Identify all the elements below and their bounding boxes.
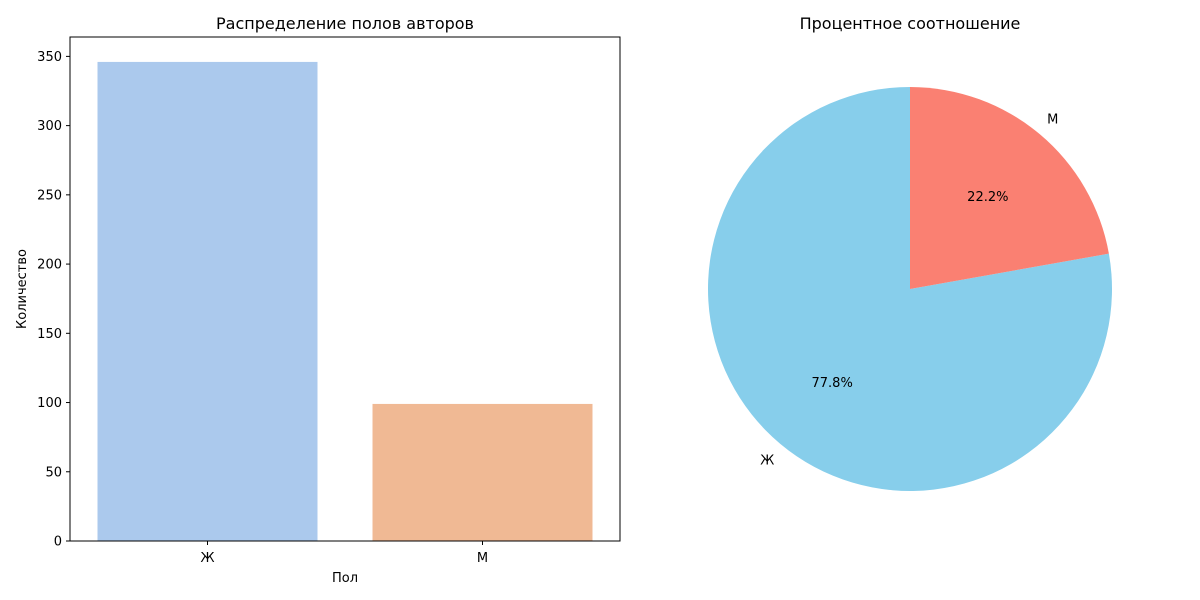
bar-male	[372, 403, 593, 541]
pie-slice-label: Ж	[760, 453, 774, 468]
bar-chart-title: Распределение полов авторов	[216, 14, 474, 33]
pie-percent-label: 22.2%	[967, 190, 1008, 205]
pie-chart-title: Процентное соотношение	[800, 14, 1021, 33]
pie-chart: Процентное соотношение Ж 77.8% М 22.2%	[707, 14, 1112, 491]
bar-y-axis-label: Количество	[15, 249, 30, 329]
pie-slice-label: М	[1047, 113, 1058, 128]
pie-slice-female	[707, 87, 1112, 491]
y-tick-label: 50	[45, 465, 62, 480]
pie-labels: Ж 77.8% М 22.2%	[760, 113, 1058, 469]
bar-x-axis-label: Пол	[332, 571, 358, 586]
y-tick-label: 0	[54, 535, 62, 550]
x-tick-label: М	[477, 551, 488, 566]
y-tick-label: 300	[37, 119, 62, 134]
bar-bars	[97, 61, 593, 542]
pie-slice-male	[910, 86, 1109, 289]
y-tick-label: 100	[37, 396, 62, 411]
y-tick-label: 250	[37, 188, 62, 203]
bar-chart: Распределение полов авторов 0 50 100 150 200…	[15, 14, 621, 586]
y-tick-label: 150	[37, 327, 62, 342]
pie-percent-label: 77.8%	[812, 376, 853, 391]
y-tick-label: 350	[37, 50, 62, 65]
x-tick-label: Ж	[200, 551, 214, 566]
bar-female	[97, 61, 318, 542]
bar-y-ticks: 0 50 100 150 200 250 300 350	[37, 50, 70, 550]
pie-slices	[707, 86, 1112, 491]
y-tick-label: 200	[37, 258, 62, 273]
bar-plot-frame	[69, 36, 621, 542]
